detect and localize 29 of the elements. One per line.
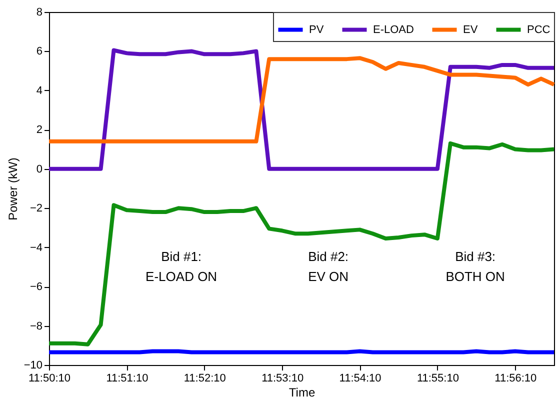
legend-label: EV bbox=[463, 24, 478, 36]
legend-label: PCC bbox=[527, 24, 550, 36]
x-tick-label: 11:56:10 bbox=[494, 372, 537, 384]
annotation: Bid #2: EV ON bbox=[308, 249, 349, 284]
y-tick-label: 4 bbox=[36, 84, 42, 97]
x-tick-label: 11:50:10 bbox=[28, 372, 71, 384]
line-series bbox=[47, 48, 556, 171]
y-tick-label: −4 bbox=[30, 242, 42, 254]
annotation: Bid #1: E-LOAD ON bbox=[146, 249, 218, 284]
x-tick-label: 11:54:10 bbox=[339, 372, 382, 384]
y-axis-title: Power (kW) bbox=[6, 158, 20, 220]
x-tick-label: 11:53:10 bbox=[262, 372, 304, 384]
y-tick-label: 2 bbox=[36, 124, 42, 136]
line-series bbox=[47, 56, 556, 144]
x-tick-label: 11:55:10 bbox=[416, 372, 459, 384]
y-tick-label: −6 bbox=[30, 281, 42, 294]
line-series bbox=[47, 141, 556, 346]
y-tick-label: −2 bbox=[30, 202, 42, 215]
y-tick-label: 6 bbox=[36, 46, 42, 58]
y-tick-label: 8 bbox=[36, 6, 42, 18]
x-tick-label: 11:51:10 bbox=[106, 372, 148, 384]
y-tick-label: −8 bbox=[30, 320, 42, 332]
x-tick-label: 11:52:10 bbox=[184, 372, 226, 384]
x-axis-title: Time bbox=[288, 386, 316, 400]
y-tick-label: 0 bbox=[36, 163, 42, 176]
legend-label: E-LOAD bbox=[373, 24, 414, 36]
annotation: Bid #3: BOTH ON bbox=[446, 249, 505, 284]
legend-label: PV bbox=[309, 24, 324, 36]
y-tick-label: −10 bbox=[24, 360, 42, 372]
